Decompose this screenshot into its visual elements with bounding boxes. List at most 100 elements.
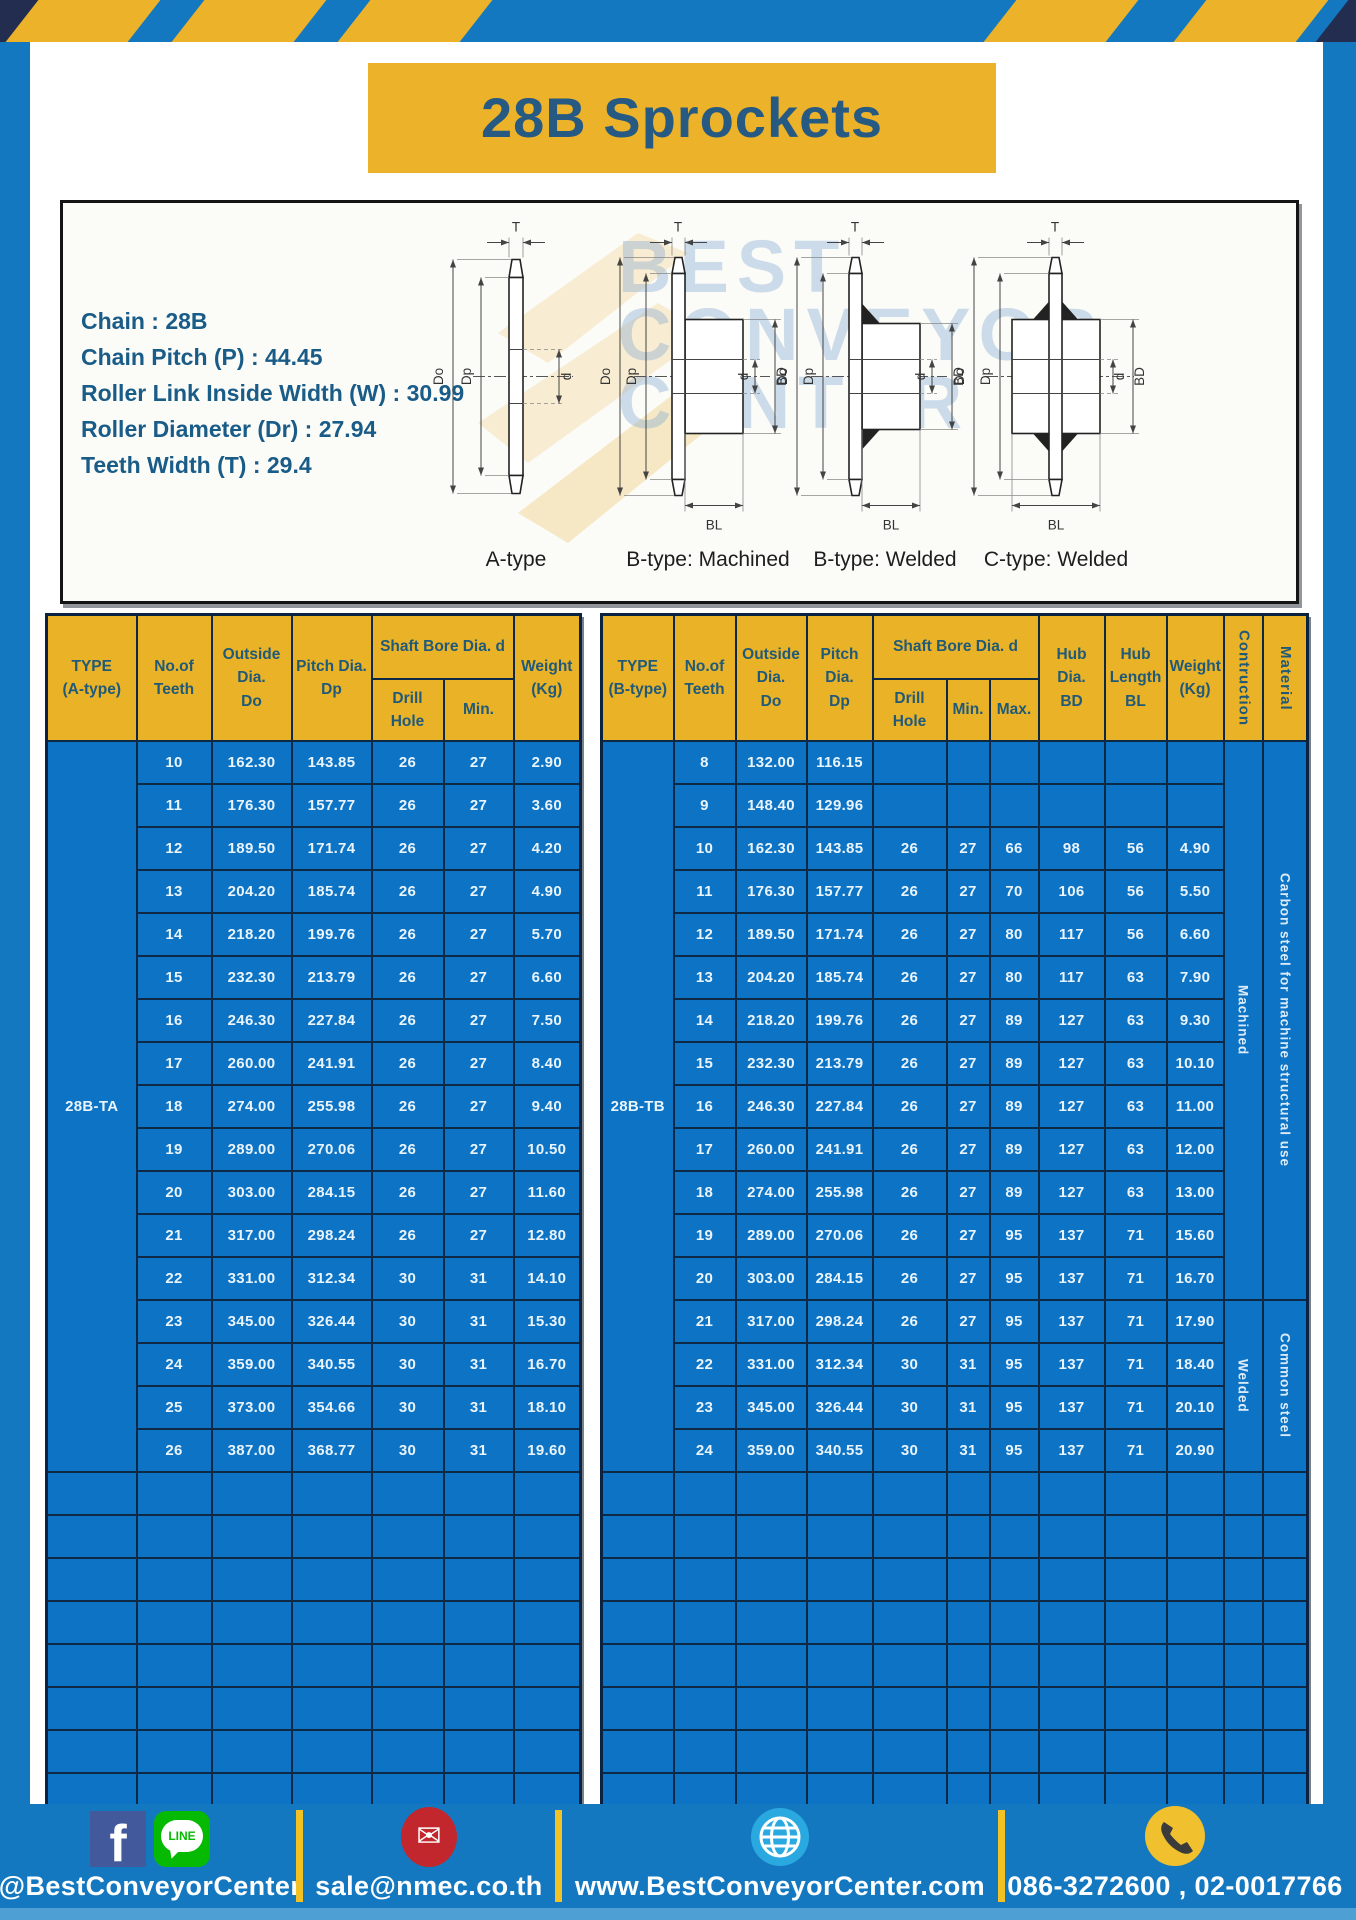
table-cell: 26 bbox=[370, 1127, 445, 1172]
table-28b-ta: TYPE (A-type) No.of Teeth Outside Dia. D… bbox=[45, 613, 583, 1818]
table-cell: 312.34 bbox=[290, 1256, 373, 1301]
empty-cell bbox=[805, 1471, 874, 1516]
table-cell: 317.00 bbox=[734, 1299, 808, 1344]
dim-label-dp: Dp bbox=[459, 368, 474, 385]
table-cell: 345.00 bbox=[210, 1299, 293, 1344]
table-row: 22 331.00 312.34 30 31 14.10 bbox=[47, 1256, 582, 1301]
table-cell: 63 bbox=[1103, 1170, 1168, 1215]
footer-phone[interactable]: 086-3272600 , 02-0017766 bbox=[1007, 1871, 1343, 1901]
table-row: 17 260.00 241.91 26 27 8.40 bbox=[47, 1041, 582, 1086]
empty-row bbox=[45, 1471, 582, 1516]
table-cell: 15.60 bbox=[1165, 1213, 1225, 1258]
empty-cell bbox=[600, 1729, 675, 1774]
table-cell: 27 bbox=[945, 1213, 991, 1258]
table-cell: 227.84 bbox=[290, 998, 373, 1043]
empty-cell bbox=[290, 1643, 373, 1688]
empty-cell bbox=[210, 1729, 293, 1774]
table-cell: 24 bbox=[135, 1342, 213, 1387]
table-cell: 137 bbox=[1037, 1385, 1106, 1430]
table-row: 10 162.30 143.85 26 27 66 98 56 4.90 bbox=[602, 826, 1308, 871]
table-cell: 26 bbox=[370, 1170, 445, 1215]
table-cell: 15 bbox=[135, 955, 213, 1000]
empty-cell bbox=[210, 1471, 293, 1516]
table-row: 18 274.00 255.98 26 27 9.40 bbox=[47, 1084, 582, 1129]
empty-cell bbox=[672, 1557, 737, 1602]
dim-label-d: d bbox=[559, 373, 574, 381]
table-cell: 26 bbox=[370, 1084, 445, 1129]
table-cell: 13 bbox=[135, 869, 213, 914]
empty-cell bbox=[988, 1729, 1040, 1774]
empty-cell bbox=[672, 1643, 737, 1688]
empty-cell bbox=[1261, 1729, 1309, 1774]
table-cell bbox=[1165, 783, 1225, 828]
table-cell: 137 bbox=[1037, 1256, 1106, 1301]
empty-cell bbox=[805, 1686, 874, 1731]
diagram-caption: B-type: Machined bbox=[626, 548, 790, 571]
empty-row bbox=[45, 1686, 582, 1731]
table-cell bbox=[945, 783, 991, 828]
table-cell: 270.06 bbox=[805, 1213, 874, 1258]
table-cell: 7.90 bbox=[1165, 955, 1225, 1000]
empty-cell bbox=[1103, 1729, 1168, 1774]
table-cell: 80 bbox=[988, 912, 1040, 957]
table-cell bbox=[988, 740, 1040, 785]
empty-cell bbox=[290, 1686, 373, 1731]
dim-label-t: T bbox=[1051, 220, 1059, 235]
table-cell: 71 bbox=[1103, 1428, 1168, 1473]
drawing-panel: BEST CONVEYOR CENTER Chain : 28B Chain P… bbox=[60, 200, 1299, 604]
empty-row bbox=[600, 1557, 1309, 1602]
table-row: 11 176.30 157.77 26 27 3.60 bbox=[47, 783, 582, 828]
table-cell: 11 bbox=[135, 783, 213, 828]
material-cell: Common steel bbox=[1261, 1299, 1309, 1473]
facebook-icon[interactable]: f bbox=[90, 1811, 146, 1867]
table-cell: 14 bbox=[135, 912, 213, 957]
phone-icon[interactable] bbox=[1144, 1805, 1206, 1867]
globe-icon[interactable] bbox=[750, 1807, 810, 1867]
table-cell: 137 bbox=[1037, 1213, 1106, 1258]
empty-cell bbox=[45, 1729, 138, 1774]
table-cell: 213.79 bbox=[805, 1041, 874, 1086]
table-row: 15 232.30 213.79 26 27 89 127 63 10.10 bbox=[602, 1041, 1308, 1086]
empty-cell bbox=[1261, 1514, 1309, 1559]
table-cell: 30 bbox=[370, 1342, 445, 1387]
header-teeth: No.of Teeth bbox=[672, 613, 737, 742]
table-cell: 89 bbox=[988, 998, 1040, 1043]
empty-cell bbox=[1261, 1643, 1309, 1688]
table-cell: 16.70 bbox=[512, 1342, 582, 1387]
table-cell: 95 bbox=[988, 1213, 1040, 1258]
table-cell: 284.15 bbox=[805, 1256, 874, 1301]
table-cell: 340.55 bbox=[805, 1428, 874, 1473]
table-cell: 31 bbox=[945, 1342, 991, 1387]
empty-cell bbox=[442, 1471, 515, 1516]
facebook-handle[interactable]: @BestConveyorCenter bbox=[0, 1871, 302, 1901]
empty-cell bbox=[1222, 1471, 1264, 1516]
empty-cell bbox=[734, 1643, 808, 1688]
empty-cell bbox=[45, 1557, 138, 1602]
email-icon[interactable]: ✉ bbox=[401, 1807, 457, 1867]
table-cell: 26 bbox=[370, 912, 445, 957]
empty-cell bbox=[1103, 1514, 1168, 1559]
table-cell: 16 bbox=[135, 998, 213, 1043]
table-cell: 260.00 bbox=[734, 1127, 808, 1172]
footer-website[interactable]: www.BestConveyorCenter.com bbox=[574, 1871, 985, 1901]
table-cell: 10 bbox=[135, 740, 213, 785]
footer-email[interactable]: sale@nmec.co.th bbox=[315, 1871, 543, 1901]
table-cell: 9.40 bbox=[512, 1084, 582, 1129]
construction-cell: Welded bbox=[1222, 1299, 1264, 1473]
empty-cell bbox=[672, 1729, 737, 1774]
table-cell: 17 bbox=[672, 1127, 737, 1172]
empty-cell bbox=[442, 1557, 515, 1602]
footer-divider bbox=[296, 1810, 303, 1902]
diagram-caption: B-type: Welded bbox=[813, 548, 957, 571]
table-cell bbox=[1103, 783, 1168, 828]
dim-label-dp: Dp bbox=[801, 368, 816, 385]
table-cell: 27 bbox=[945, 1127, 991, 1172]
table-cell: 106 bbox=[1037, 869, 1106, 914]
empty-cell bbox=[734, 1686, 808, 1731]
table-cell: 26 bbox=[370, 1041, 445, 1086]
line-icon[interactable]: LINE bbox=[154, 1811, 210, 1867]
table-cell: 20.90 bbox=[1165, 1428, 1225, 1473]
table-cell: 12 bbox=[135, 826, 213, 871]
empty-cell bbox=[1037, 1643, 1106, 1688]
empty-cell bbox=[135, 1686, 213, 1731]
